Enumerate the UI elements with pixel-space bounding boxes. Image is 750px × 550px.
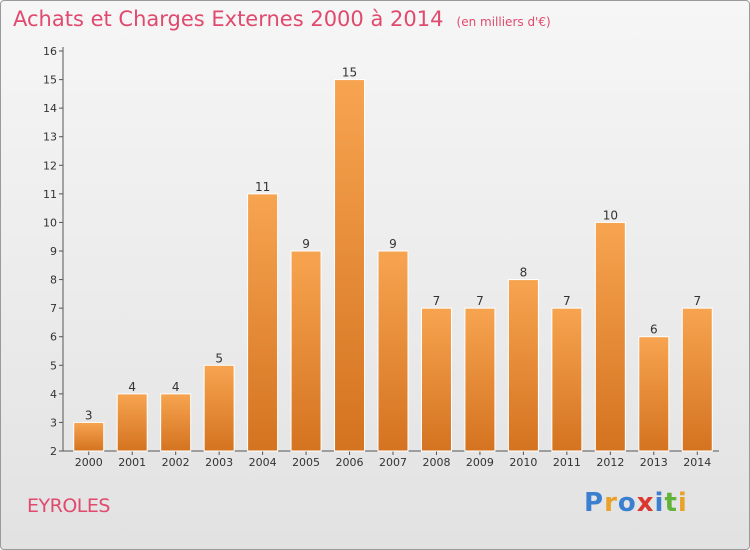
place-name: EYROLES [27, 495, 110, 517]
bar-2008 [420, 307, 452, 452]
y-tick-label: 4 [50, 388, 57, 401]
data-label-2013: 6 [650, 323, 658, 337]
data-label-2009: 7 [476, 294, 484, 308]
logo-letter: x [636, 488, 655, 518]
data-label-2014: 7 [693, 294, 701, 308]
x-tick-label-2000: 2000 [75, 456, 103, 469]
x-tick-label-2009: 2009 [466, 456, 494, 469]
data-label-2004: 11 [255, 180, 270, 194]
logo-letter: P [584, 488, 605, 518]
data-label-2010: 8 [520, 266, 528, 280]
bar-2010 [507, 279, 539, 452]
y-tick-label: 7 [50, 302, 57, 315]
x-tick-label-2004: 2004 [249, 456, 277, 469]
x-tick-label-2011: 2011 [553, 456, 581, 469]
y-tick-label: 11 [43, 188, 57, 201]
x-tick-label-2007: 2007 [379, 456, 407, 469]
bar-2007 [377, 250, 409, 452]
data-label-2000: 3 [85, 408, 93, 422]
x-tick-label-2013: 2013 [640, 456, 668, 469]
y-tick-label: 15 [43, 74, 57, 87]
bar-2011 [551, 307, 583, 452]
bar-2006 [334, 79, 366, 452]
data-label-2002: 4 [172, 380, 180, 394]
x-tick-label-2012: 2012 [596, 456, 624, 469]
bar-2009 [464, 307, 496, 452]
bar-2002 [160, 393, 192, 452]
logo-letter: r [604, 488, 618, 518]
y-tick-label: 6 [50, 331, 57, 344]
proxiti-logo: Proxiti [584, 488, 688, 518]
bar-2000 [73, 421, 105, 452]
x-tick-label-2002: 2002 [162, 456, 190, 469]
bar-2014 [681, 307, 713, 452]
x-tick-label-2005: 2005 [292, 456, 320, 469]
data-label-2005: 9 [302, 237, 310, 251]
x-tick-label-2006: 2006 [336, 456, 364, 469]
x-tick-label-2008: 2008 [422, 456, 450, 469]
y-tick-label: 16 [43, 45, 57, 58]
chart-labels: 3 2000 4 2001 4 2002 5 2003 11 2004 9 2005 15 2006 9 20… [75, 66, 712, 469]
logo-letter: i [677, 488, 688, 518]
chart-title-main: Achats et Charges Externes 2000 à 2014 [13, 7, 444, 31]
y-tick-label: 5 [50, 359, 57, 372]
x-tick-label-2010: 2010 [509, 456, 537, 469]
data-label-2007: 9 [389, 237, 397, 251]
logo-letter: t [664, 488, 678, 518]
chart-subtitle: (en milliers d'€) [456, 15, 551, 29]
data-label-2003: 5 [215, 351, 223, 365]
logo-letter: o [617, 488, 637, 518]
x-tick-label-2014: 2014 [683, 456, 711, 469]
bar-2005 [290, 250, 322, 452]
chart-title: Achats et Charges Externes 2000 à 2014 (… [13, 7, 551, 31]
chart-bars [73, 79, 713, 452]
bar-2012 [594, 221, 626, 452]
data-label-2011: 7 [563, 294, 571, 308]
y-tick-label: 3 [50, 416, 57, 429]
bar-2003 [203, 364, 235, 452]
bar-2004 [247, 193, 279, 452]
x-tick-label-2003: 2003 [205, 456, 233, 469]
data-label-2001: 4 [128, 380, 136, 394]
data-label-2006: 15 [342, 66, 357, 80]
y-tick-label: 14 [43, 102, 57, 115]
y-tick-label: 12 [43, 159, 57, 172]
y-tick-label: 9 [50, 245, 57, 258]
bar-2013 [638, 336, 670, 452]
data-label-2008: 7 [433, 294, 441, 308]
data-label-2012: 10 [603, 208, 618, 222]
y-tick-label: 2 [50, 445, 57, 458]
y-tick-label: 13 [43, 131, 57, 144]
x-tick-label-2001: 2001 [118, 456, 146, 469]
logo-letter: i [654, 488, 665, 518]
bar-2001 [116, 393, 148, 452]
y-tick-label: 10 [43, 216, 57, 229]
y-tick-label: 8 [50, 274, 57, 287]
